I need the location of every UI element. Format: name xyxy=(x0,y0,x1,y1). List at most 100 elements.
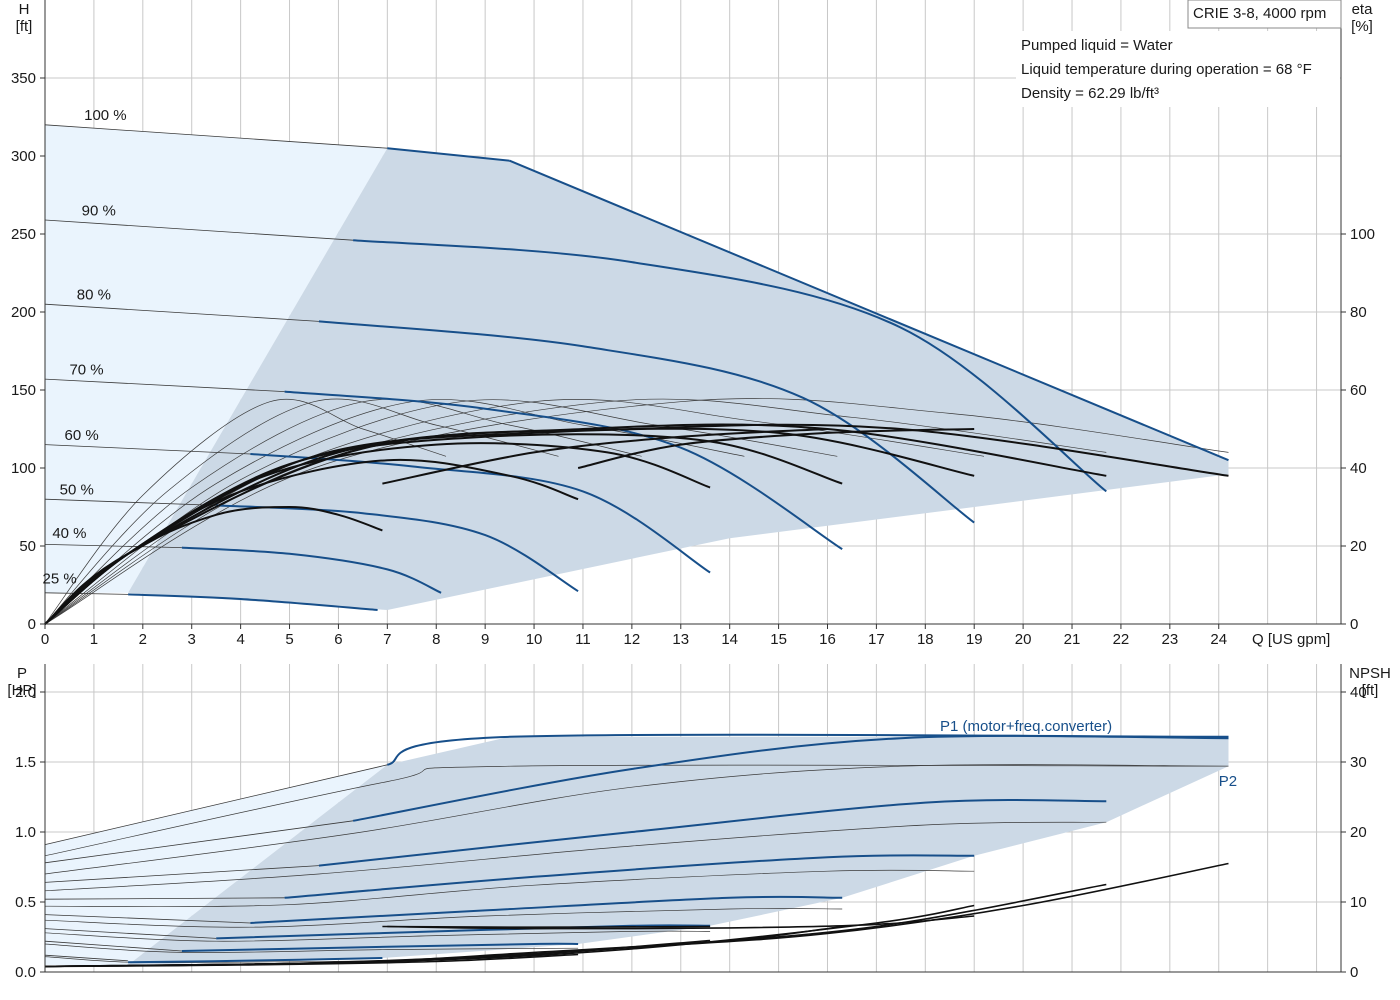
npsh-curve xyxy=(382,925,711,929)
p1-curve-extended xyxy=(44,820,354,864)
x-tick-label: 7 xyxy=(383,631,391,648)
x-tick-label: 21 xyxy=(1064,631,1081,648)
x-tick-label: 9 xyxy=(481,631,489,648)
y2-axis-label: eta xyxy=(1352,1,1374,18)
x-tick-label: 2 xyxy=(139,631,147,648)
p2-curve xyxy=(44,764,1229,875)
y2-tick-label: 60 xyxy=(1350,382,1367,399)
speed-label: 90 % xyxy=(82,202,116,219)
head-curve-100 xyxy=(387,147,510,162)
p-tick-label: 2.0 xyxy=(15,684,36,701)
head-chart-labels: H [ft] eta [%] Q [US gpm] CRIE 3-8, 4000… xyxy=(16,0,1373,648)
head-curve-90-extended xyxy=(44,219,354,241)
p2-curve xyxy=(44,956,383,963)
y2-tick-label: 80 xyxy=(1350,304,1367,321)
x-tick-label: 4 xyxy=(236,631,244,648)
efficiency-curve xyxy=(382,428,828,485)
x-tick-label: 10 xyxy=(526,631,543,648)
y-tick-label: 300 xyxy=(11,148,36,165)
y-tick-label: 50 xyxy=(19,538,36,555)
p1-curve xyxy=(318,798,1107,867)
extended-operating-area xyxy=(45,124,388,593)
x-tick-label: 24 xyxy=(1210,631,1227,648)
speed-label: 50 % xyxy=(60,482,94,499)
x-tick-label: 11 xyxy=(575,631,591,648)
series-label: P1 (motor+freq.converter) xyxy=(940,718,1112,735)
y2-tick-label: 0 xyxy=(1350,616,1358,633)
p1-curve-extended xyxy=(44,954,129,962)
y2-tick-label: 20 xyxy=(1350,538,1367,555)
y2-tick-label: 40 xyxy=(1350,460,1367,477)
head-curve-60-extended xyxy=(44,444,251,455)
x-tick-label: 16 xyxy=(819,631,836,648)
p-axis-label: P xyxy=(17,665,27,682)
y-tick-label: 250 xyxy=(11,226,36,243)
efficiency-curve xyxy=(577,428,975,469)
p2-curve xyxy=(44,943,579,953)
info-pumped-liquid: Pumped liquid = Water xyxy=(1021,37,1173,54)
y-tick-label: 0 xyxy=(28,616,36,633)
p1-curve xyxy=(352,734,1229,822)
info-box-background xyxy=(1016,31,1340,107)
p1-curve xyxy=(284,854,975,899)
y-tick-label: 200 xyxy=(11,304,36,321)
max-boundary-curve xyxy=(509,159,1229,462)
power-operating-areas xyxy=(45,736,1229,965)
npsh-tick-label: 30 xyxy=(1350,754,1367,771)
head-curve-70 xyxy=(284,390,843,550)
x-tick-label: 22 xyxy=(1113,631,1130,648)
npsh-axis-unit: [ft] xyxy=(1362,682,1379,699)
head-curve-40-extended xyxy=(44,544,182,548)
series-label: P2 xyxy=(1219,773,1237,790)
speed-label: 60 % xyxy=(65,427,99,444)
p1-curve-extended xyxy=(44,897,285,900)
head-curve-80 xyxy=(318,320,975,524)
p2-curve xyxy=(44,869,975,908)
legend-box xyxy=(1187,0,1342,29)
info-density: Density = 62.29 lb/ft³ xyxy=(1021,85,1159,102)
operating-area xyxy=(128,148,1229,610)
x-tick-label: 19 xyxy=(966,631,983,648)
npsh-tick-label: 0 xyxy=(1350,964,1358,981)
head-efficiency-chart: 0 1 2 3 4 5 6 7 8 9 10 11 12 13 14 15 16 17 18 19 20 21 22 23 24… xyxy=(11,0,1375,648)
y-axis-label: H xyxy=(19,1,30,18)
head-curve-100-extended xyxy=(44,124,388,149)
x-tick-label: 23 xyxy=(1161,631,1178,648)
p2-curve xyxy=(44,821,1107,892)
p2-curve xyxy=(44,764,1229,857)
head-curve-25 xyxy=(128,593,378,611)
p1-curve-extended xyxy=(44,940,182,952)
head-curve-25-extended xyxy=(44,592,129,595)
head-efficiency-curves xyxy=(44,124,1229,625)
x-tick-label: 12 xyxy=(624,631,641,648)
efficiency-curve xyxy=(44,423,1229,625)
y-tick-label: 100 xyxy=(11,460,36,477)
speed-label: 100 % xyxy=(84,107,127,124)
x-tick-label: 17 xyxy=(868,631,885,648)
npsh-tick-label: 10 xyxy=(1350,894,1367,911)
speed-label: 25 % xyxy=(43,570,77,587)
npsh-tick-label: 20 xyxy=(1350,824,1367,841)
p1-curve xyxy=(216,924,711,940)
info-liquid-temperature: Liquid temperature during operation = 68… xyxy=(1021,61,1312,78)
p2-curve xyxy=(44,908,843,928)
p1-curve-extended xyxy=(44,928,217,939)
head-operating-areas xyxy=(45,124,1229,610)
npsh-curve xyxy=(387,915,975,930)
p-tick-label: 1.0 xyxy=(15,824,36,841)
head-curve-90 xyxy=(353,239,1107,493)
p1-curve xyxy=(250,895,843,924)
x-tick-label: 20 xyxy=(1015,631,1032,648)
power-npsh-chart: 0.0 0.5 1.0 1.5 2.0 0 10 20 30 40 P [HP] NPSH [ft… xyxy=(7,664,1391,981)
p1-curve xyxy=(181,942,579,952)
y-tick-label: 350 xyxy=(11,70,36,87)
x-tick-label: 15 xyxy=(770,631,787,648)
speed-label: 70 % xyxy=(69,361,103,378)
head-curve-70-extended xyxy=(44,378,285,392)
npsh-tick-label: 40 xyxy=(1350,684,1367,701)
x-tick-label: 18 xyxy=(917,631,934,648)
y-axis-unit: [ft] xyxy=(16,18,33,35)
p1-curve-extended xyxy=(44,764,388,845)
head-curve-40 xyxy=(181,546,442,594)
